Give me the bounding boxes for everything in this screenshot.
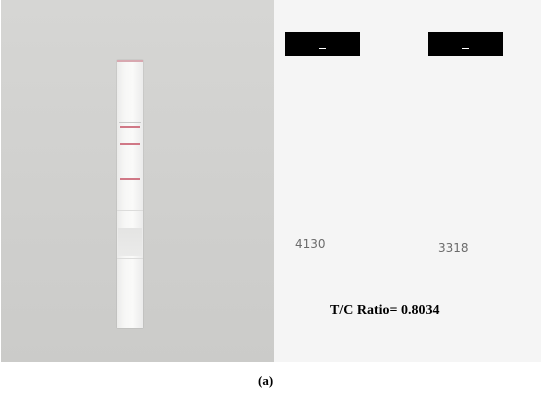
strip-top-edge <box>117 60 143 64</box>
redacted-label-left <box>285 32 360 56</box>
strip-seam-lower <box>117 258 143 259</box>
test-strip-photo <box>1 0 274 362</box>
left-reading-value: 4130 <box>295 237 326 251</box>
strip-window-edge-top <box>119 122 141 123</box>
control-line <box>120 143 140 145</box>
right-reading-value: 3318 <box>438 241 469 255</box>
sample-pad <box>118 228 142 256</box>
test-line <box>120 178 140 180</box>
tc-ratio-text: T/C Ratio= 0.8034 <box>330 303 440 318</box>
strip-seam <box>117 210 143 211</box>
test-strip <box>117 60 143 328</box>
figure-caption: (a) <box>258 373 274 388</box>
strip-upper-line <box>120 126 140 128</box>
redacted-label-right <box>428 32 503 56</box>
readout-panel: 4130 3318 <box>274 0 541 362</box>
